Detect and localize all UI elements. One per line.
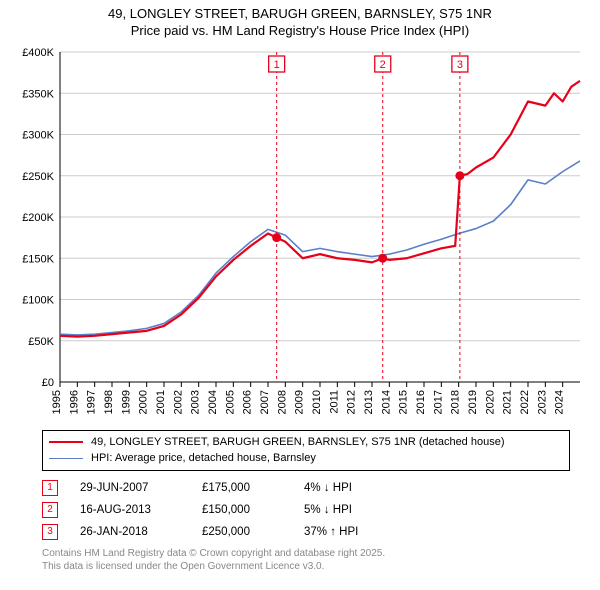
attribution-line-1: Contains HM Land Registry data © Crown c…: [42, 547, 570, 560]
legend-item-hpi: HPI: Average price, detached house, Barn…: [49, 450, 563, 467]
attribution-line-2: This data is licensed under the Open Gov…: [42, 560, 570, 573]
svg-text:2008: 2008: [276, 390, 288, 414]
svg-text:£0: £0: [42, 377, 54, 389]
svg-text:£50K: £50K: [28, 336, 54, 348]
svg-text:2024: 2024: [554, 390, 566, 414]
svg-text:2004: 2004: [207, 390, 219, 414]
sale-date: 16-AUG-2013: [80, 504, 180, 516]
price-chart: £0 £50K £100K £150K £200K £250K £300K £350K £400…: [10, 42, 590, 422]
svg-text:1998: 1998: [103, 390, 115, 414]
svg-text:£100K: £100K: [22, 294, 54, 306]
sale-price: £150,000: [202, 504, 282, 516]
svg-text:2007: 2007: [259, 390, 271, 414]
svg-text:2021: 2021: [502, 390, 514, 414]
title-line-1: 49, LONGLEY STREET, BARUGH GREEN, BARNSL…: [10, 6, 590, 23]
sale-change: 4% ↓ HPI: [304, 482, 404, 494]
svg-text:£150K: £150K: [22, 253, 54, 265]
legend-item-property: 49, LONGLEY STREET, BARUGH GREEN, BARNSL…: [49, 434, 563, 451]
chart-title-block: 49, LONGLEY STREET, BARUGH GREEN, BARNSL…: [0, 0, 600, 42]
sale-date: 29-JUN-2007: [80, 482, 180, 494]
svg-text:2014: 2014: [380, 390, 392, 414]
svg-text:2017: 2017: [432, 390, 444, 414]
svg-text:2016: 2016: [415, 390, 427, 414]
svg-text:2003: 2003: [190, 390, 202, 414]
svg-text:2005: 2005: [224, 390, 236, 414]
svg-text:£400K: £400K: [22, 47, 54, 59]
svg-text:1999: 1999: [120, 390, 132, 414]
svg-text:£300K: £300K: [22, 129, 54, 141]
sales-table: 1 29-JUN-2007 £175,000 4% ↓ HPI 2 16-AUG…: [42, 477, 570, 543]
sale-marker-2: 2: [42, 502, 58, 518]
svg-text:3: 3: [457, 59, 463, 71]
sale-price: £175,000: [202, 482, 282, 494]
svg-text:2019: 2019: [467, 390, 479, 414]
attribution: Contains HM Land Registry data © Crown c…: [42, 547, 570, 573]
sale-date: 26-JAN-2018: [80, 526, 180, 538]
svg-text:2012: 2012: [346, 390, 358, 414]
sale-marker-1: 1: [42, 480, 58, 496]
svg-text:2006: 2006: [242, 390, 254, 414]
svg-text:2018: 2018: [450, 390, 462, 414]
svg-text:£250K: £250K: [22, 171, 54, 183]
svg-text:2022: 2022: [519, 390, 531, 414]
svg-text:1996: 1996: [68, 390, 80, 414]
sale-price: £250,000: [202, 526, 282, 538]
svg-text:2013: 2013: [363, 390, 375, 414]
svg-text:2001: 2001: [155, 390, 167, 414]
legend: 49, LONGLEY STREET, BARUGH GREEN, BARNSL…: [42, 430, 570, 471]
legend-swatch-property: [49, 441, 83, 443]
table-row: 2 16-AUG-2013 £150,000 5% ↓ HPI: [42, 499, 570, 521]
svg-text:2011: 2011: [328, 390, 340, 414]
legend-label-hpi: HPI: Average price, detached house, Barn…: [91, 450, 316, 467]
legend-swatch-hpi: [49, 458, 83, 459]
table-row: 1 29-JUN-2007 £175,000 4% ↓ HPI: [42, 477, 570, 499]
svg-text:2009: 2009: [294, 390, 306, 414]
svg-text:2: 2: [380, 59, 386, 71]
sale-change: 37% ↑ HPI: [304, 526, 404, 538]
svg-text:2015: 2015: [398, 390, 410, 414]
title-line-2: Price paid vs. HM Land Registry's House …: [10, 23, 590, 40]
svg-text:1: 1: [274, 59, 280, 71]
svg-text:1995: 1995: [51, 390, 63, 414]
legend-label-property: 49, LONGLEY STREET, BARUGH GREEN, BARNSL…: [91, 434, 505, 451]
sale-marker-3: 3: [42, 524, 58, 540]
svg-text:£350K: £350K: [22, 88, 54, 100]
svg-text:2002: 2002: [172, 390, 184, 414]
table-row: 3 26-JAN-2018 £250,000 37% ↑ HPI: [42, 521, 570, 543]
svg-text:2000: 2000: [138, 390, 150, 414]
svg-text:2023: 2023: [536, 390, 548, 414]
sale-change: 5% ↓ HPI: [304, 504, 404, 516]
svg-text:2020: 2020: [484, 390, 496, 414]
svg-text:2010: 2010: [311, 390, 323, 414]
chart-area: £0 £50K £100K £150K £200K £250K £300K £350K £400…: [10, 42, 590, 422]
svg-text:£200K: £200K: [22, 212, 54, 224]
svg-text:1997: 1997: [86, 390, 98, 414]
